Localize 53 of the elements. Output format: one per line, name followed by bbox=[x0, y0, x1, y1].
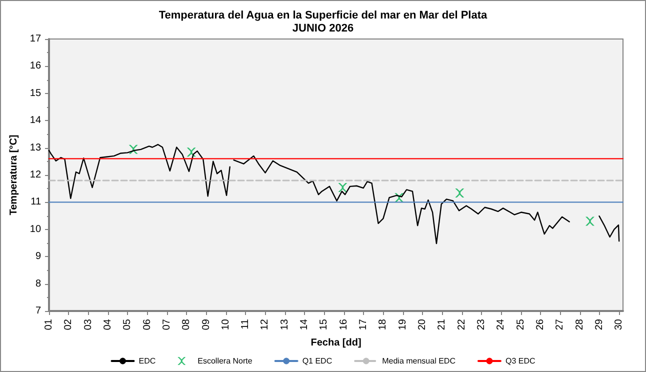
x-tick-label: 02 bbox=[63, 318, 74, 330]
x-tick-label: 10 bbox=[220, 318, 232, 330]
legend-label: Escollera Norte bbox=[198, 356, 253, 366]
y-axis-title: Temperatura [°C] bbox=[8, 134, 20, 216]
x-tick-label: 06 bbox=[142, 318, 153, 330]
y-tick-label: 12 bbox=[30, 170, 42, 180]
x-tick-label: 18 bbox=[378, 318, 389, 330]
x-tick-label: 15 bbox=[318, 318, 330, 330]
chart-subtitle: JUNIO 2026 bbox=[292, 22, 354, 34]
x-tick-label: 23 bbox=[476, 318, 487, 330]
x-tick-label: 01 bbox=[44, 318, 55, 330]
y-tick-label: 17 bbox=[30, 34, 42, 44]
x-tick-label: 13 bbox=[279, 318, 290, 330]
x-tick-label: 21 bbox=[436, 318, 448, 330]
x-tick-label: 22 bbox=[456, 318, 468, 330]
y-tick-label: 16 bbox=[30, 60, 42, 72]
y-tick-label: 7 bbox=[35, 306, 42, 316]
x-tick-label: 16 bbox=[338, 318, 350, 330]
y-tick-label: 9 bbox=[35, 251, 42, 262]
legend-label: Media mensual EDC bbox=[382, 356, 456, 366]
point bbox=[338, 183, 348, 192]
y-tick-label: 13 bbox=[30, 142, 42, 154]
x-tick-label: 20 bbox=[417, 318, 428, 330]
x-tick-label: 14 bbox=[299, 318, 310, 330]
x-tick-label: 30 bbox=[614, 318, 625, 330]
y-tick-label: 10 bbox=[30, 224, 42, 235]
x-tick-label: 05 bbox=[122, 318, 134, 330]
y-tick-label: 8 bbox=[35, 278, 42, 290]
legend-label: Q1 EDC bbox=[302, 356, 332, 366]
point bbox=[455, 188, 464, 198]
x-tick-label: 08 bbox=[181, 318, 192, 330]
x-tick-label: 26 bbox=[534, 318, 546, 330]
x-tick-label: 12 bbox=[260, 318, 271, 330]
y-tick-label: 11 bbox=[30, 196, 42, 208]
legend-label: EDC bbox=[138, 356, 156, 366]
x-tick-label: 25 bbox=[515, 318, 526, 330]
x-tick-label: 27 bbox=[554, 318, 566, 330]
x-axis-title: Fecha [dd] bbox=[310, 338, 362, 349]
point bbox=[585, 216, 594, 226]
x-tick-label: 17 bbox=[358, 318, 370, 330]
x-tick-label: 03 bbox=[82, 318, 94, 330]
legend-label: Q3 EDC bbox=[505, 356, 536, 366]
y-tick-label: 14 bbox=[30, 115, 42, 126]
x-tick-label: 28 bbox=[574, 318, 586, 330]
x-tick-label: 07 bbox=[161, 318, 172, 330]
x-tick-label: 04 bbox=[102, 318, 114, 330]
y-tick-label: 15 bbox=[30, 88, 42, 99]
chart-title: Temperatura del Agua en la Superficie del mar en Mar del Plata bbox=[158, 10, 488, 22]
x-tick-label: 29 bbox=[594, 318, 605, 330]
x-tick-label: 24 bbox=[496, 318, 507, 330]
x-tick-label: 11 bbox=[240, 318, 252, 330]
x-tick-label: 19 bbox=[397, 318, 408, 330]
x-tick-label: 09 bbox=[200, 318, 212, 330]
